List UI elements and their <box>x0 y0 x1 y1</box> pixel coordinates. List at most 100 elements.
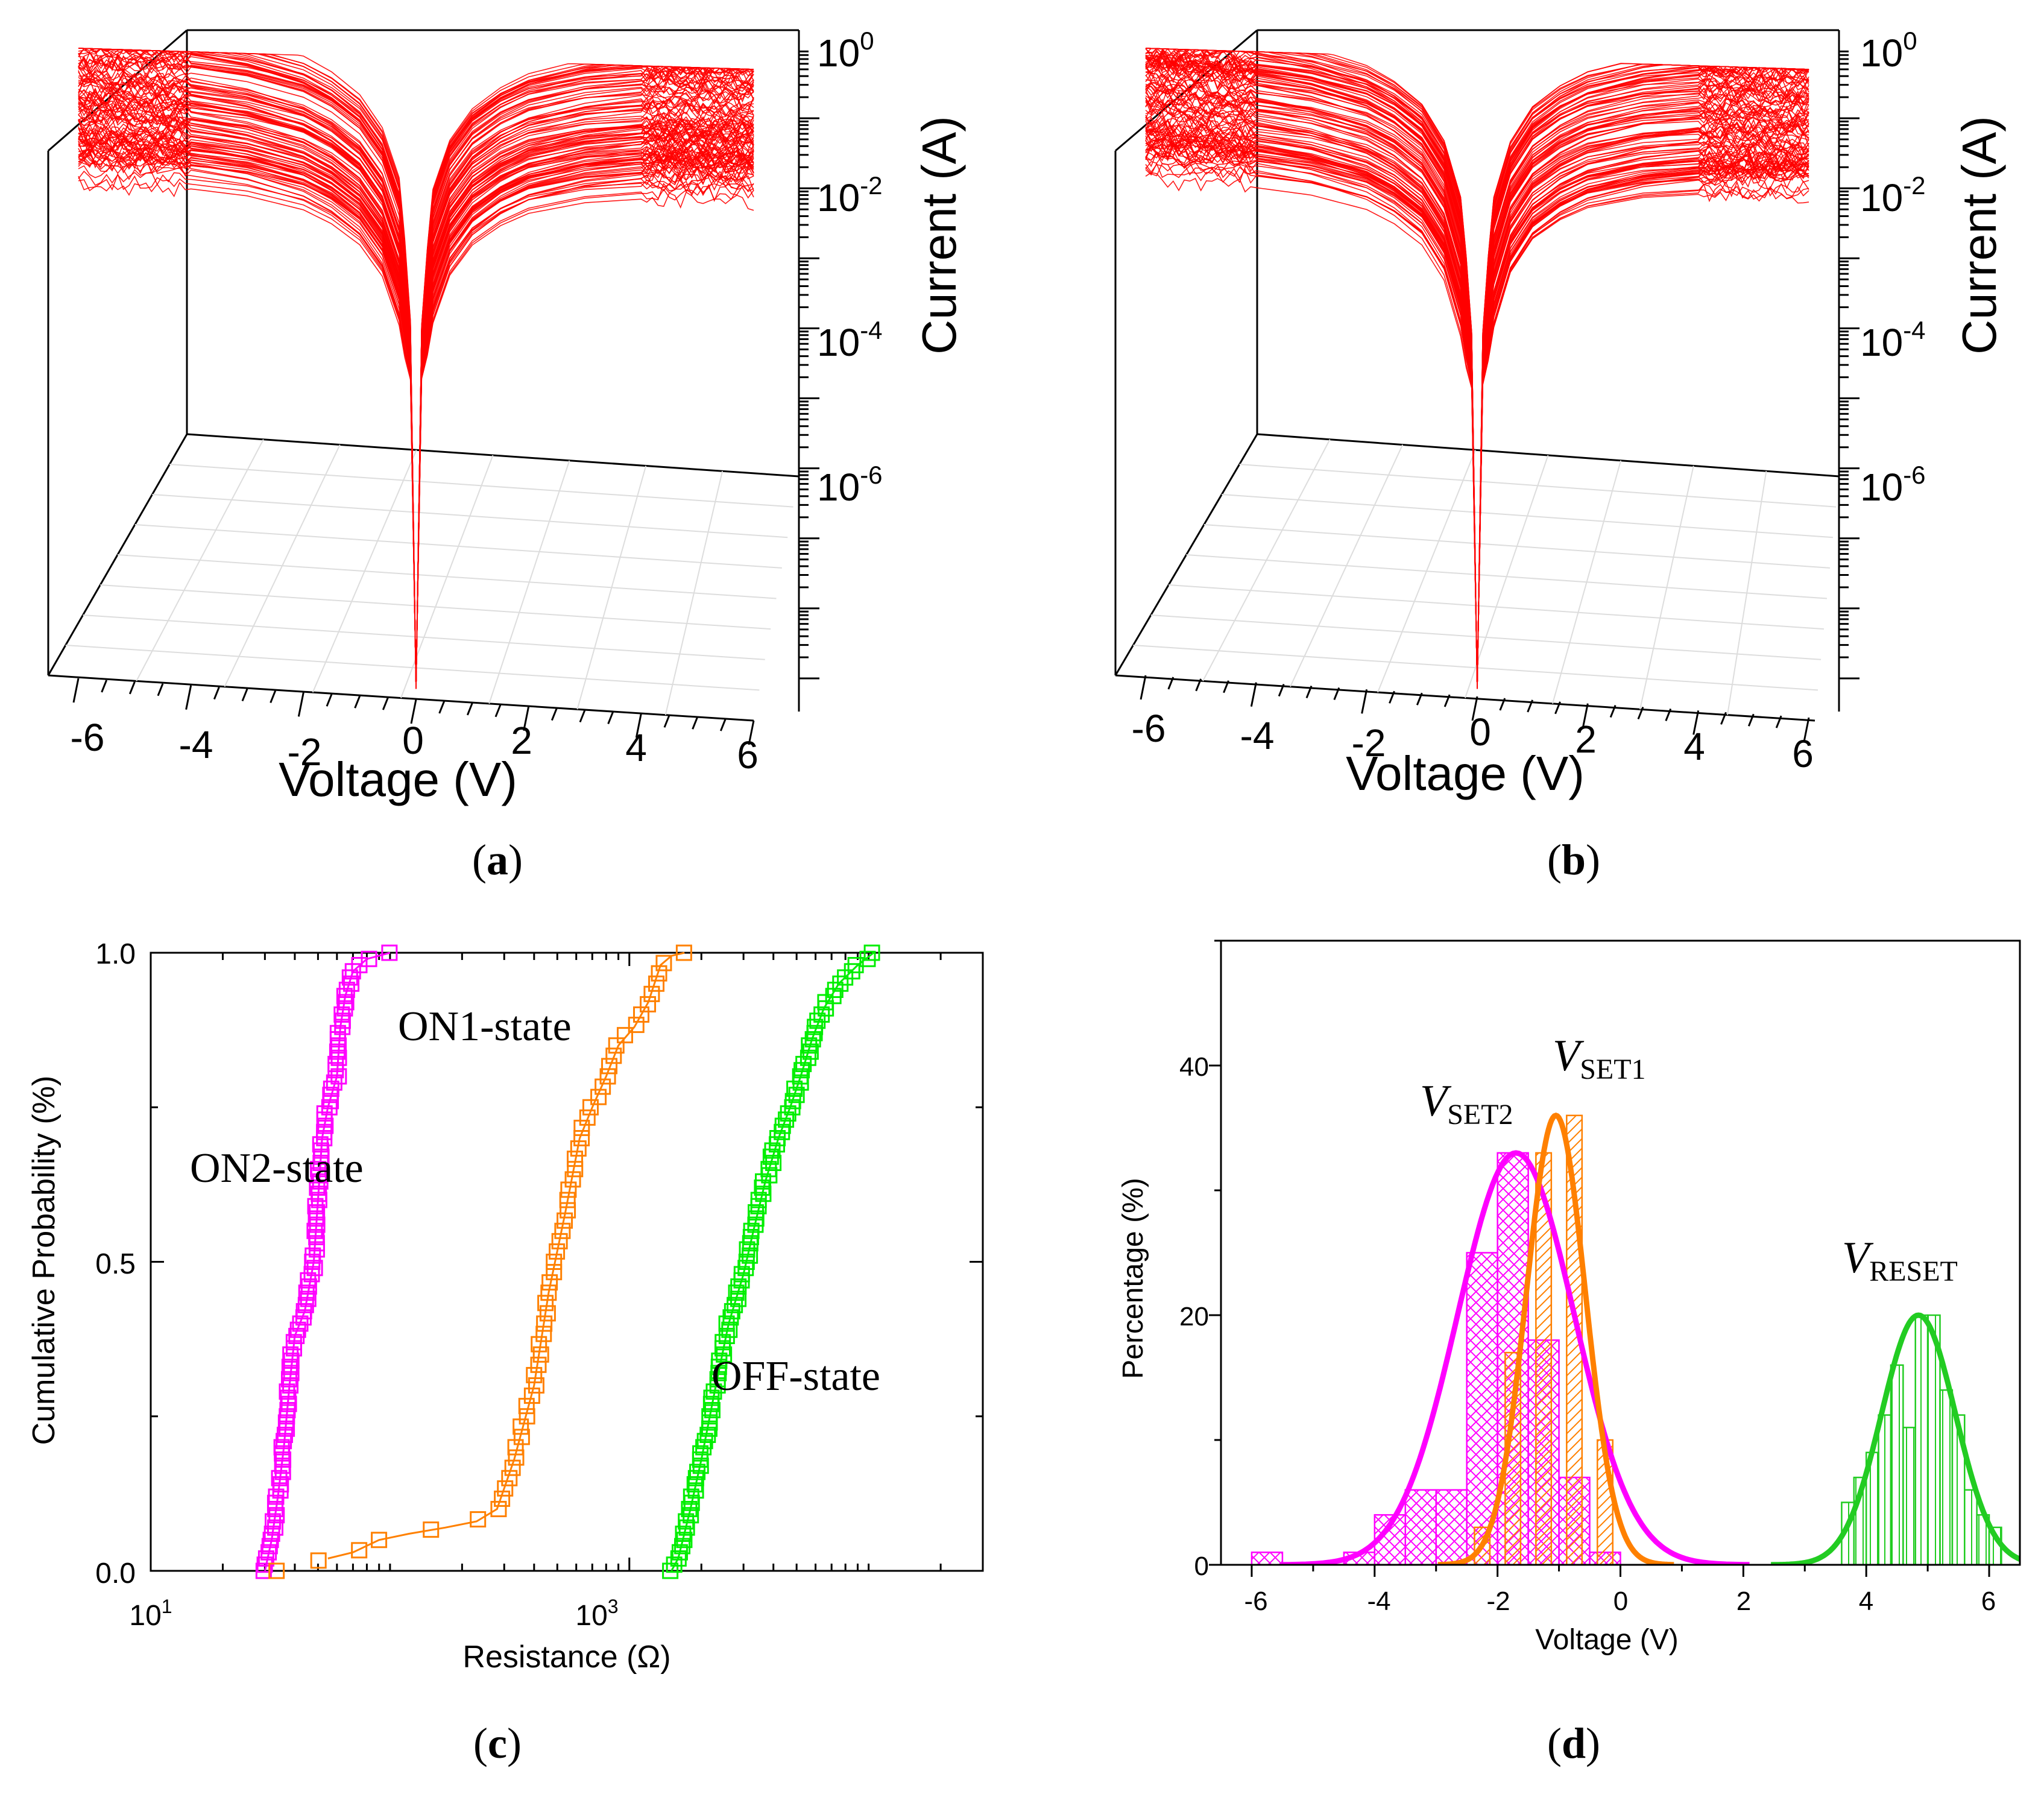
panel-c-xtick-1: 103 <box>575 1596 618 1632</box>
marker-OFF-state <box>778 1111 795 1128</box>
marker-ON1-state <box>640 996 657 1012</box>
marker-ON2-state <box>333 1006 350 1023</box>
x-tick <box>1499 698 1506 711</box>
marker-ON1-state <box>643 985 660 1002</box>
marker-OFF-state <box>683 1488 699 1505</box>
marker-ON2-state <box>267 1494 283 1511</box>
marker-ON2-state <box>283 1353 300 1369</box>
marker-OFF-state <box>689 1464 706 1480</box>
marker-ON1-state <box>470 1511 487 1528</box>
panel-b-floor-grid <box>1133 439 1837 715</box>
marker-ON1-state <box>557 1212 573 1229</box>
iv-curve <box>1145 137 1809 689</box>
x-tick <box>157 683 164 696</box>
marker-ON1-state <box>559 1192 576 1208</box>
panel-a-x-axis <box>72 678 755 745</box>
panel-b-xtick-3: 0 <box>1469 710 1491 754</box>
panel-b-xtick-1: -4 <box>1240 714 1275 757</box>
marker-ON2-state <box>317 1117 334 1134</box>
marker-ON2-state <box>327 1056 344 1072</box>
marker-ON2-state <box>381 944 398 961</box>
panel-d-ticks <box>1209 939 1990 1577</box>
marker-ON1-state <box>675 944 692 961</box>
grid-line <box>664 471 724 715</box>
x-tick <box>523 706 530 731</box>
panel-b-y-axis <box>1839 50 1859 680</box>
gaussian-fit-2 <box>1771 1312 2020 1565</box>
marker-ON2-state <box>330 1068 347 1085</box>
x-tick <box>494 704 502 718</box>
panel-a-ytick-2: 10-4 <box>817 316 883 364</box>
panel-d-caption: (d) <box>1547 1719 1600 1767</box>
marker-ON1-state <box>648 975 665 992</box>
x-tick <box>1527 699 1534 713</box>
panel-b-xlabel: Voltage (V) <box>1346 747 1585 800</box>
panel-a-caption: (a) <box>472 836 523 884</box>
panel-a-xtick-3: 0 <box>402 719 424 762</box>
marker-ON1-state <box>601 1058 618 1075</box>
marker-OFF-state <box>687 1470 704 1486</box>
panel-d-xtick-3: 0 <box>1613 1587 1628 1616</box>
marker-ON1-state <box>546 1254 563 1270</box>
marker-OFF-state <box>742 1247 759 1264</box>
x-tick <box>438 701 446 714</box>
marker-ON2-state <box>321 1099 338 1116</box>
panel-c-ylabel: Cumulative Probability (%) <box>27 1076 62 1445</box>
marker-OFF-state <box>728 1284 745 1301</box>
marker-ON2-state <box>276 1433 292 1450</box>
marker-OFF-state <box>721 1321 738 1338</box>
marker-OFF-state <box>711 1353 728 1369</box>
marker-OFF-state <box>699 1427 716 1443</box>
panel-a-floor-grid <box>65 439 793 715</box>
marker-OFF-state <box>801 1037 818 1054</box>
panel-d-ytick-0: 0 <box>1194 1552 1209 1581</box>
marker-ON2-state <box>309 1204 326 1220</box>
marker-ON1-state <box>573 1130 590 1146</box>
marker-OFF-state <box>755 1186 772 1202</box>
marker-ON2-state <box>255 1562 272 1579</box>
marker-ON1-state <box>608 1037 625 1054</box>
marker-ON2-state <box>298 1284 315 1301</box>
marker-OFF-state <box>784 1093 801 1110</box>
marker-ON2-state <box>300 1290 317 1307</box>
x-tick <box>326 693 333 707</box>
marker-ON1-state <box>564 1171 581 1188</box>
x-tick <box>1747 713 1755 727</box>
marker-ON2-state <box>280 1389 297 1406</box>
marker-ON1-state <box>616 1027 633 1044</box>
marker-OFF-state <box>760 1161 777 1178</box>
panel-b-xtick-4: 2 <box>1575 718 1597 761</box>
marker-OFF-state <box>730 1290 747 1307</box>
histogram-bar-2 <box>1964 1489 1978 1565</box>
x-tick <box>1637 706 1644 720</box>
marker-ON2-state <box>351 957 368 973</box>
marker-ON2-state <box>268 1488 285 1505</box>
x-tick <box>410 699 417 724</box>
panel-a-ytick-3: 10-6 <box>817 461 883 509</box>
marker-OFF-state <box>750 1192 767 1208</box>
marker-ON2-state <box>282 1346 299 1363</box>
x-tick <box>1250 682 1257 707</box>
panel-b-xtick-5: 4 <box>1683 725 1705 768</box>
marker-OFF-state <box>832 975 849 992</box>
marker-ON2-state <box>306 1260 323 1277</box>
marker-ON2-state <box>309 1179 326 1196</box>
marker-OFF-state <box>676 1532 693 1549</box>
marker-OFF-state <box>718 1315 735 1332</box>
marker-OFF-state <box>764 1142 781 1159</box>
panel-d-data <box>1251 1113 2020 1565</box>
panel-b-iv-3d-plot: 100 10-2 10-4 10-6 Current (A) -6 -4 -2 … <box>1114 27 2006 884</box>
x-tick <box>550 708 558 721</box>
panel-b-xtick-6: 6 <box>1792 732 1814 775</box>
panel-c-ytick-0: 0.0 <box>95 1558 136 1590</box>
marker-ON2-state <box>267 1519 283 1536</box>
x-tick <box>635 713 642 738</box>
marker-ON1-state <box>573 1119 590 1136</box>
marker-ON1-state <box>605 1047 622 1064</box>
grid-line <box>1552 460 1622 704</box>
marker-ON2-state <box>279 1383 295 1400</box>
marker-OFF-state <box>671 1544 688 1561</box>
iv-curve <box>78 148 754 689</box>
marker-ON1-state <box>537 1295 554 1312</box>
